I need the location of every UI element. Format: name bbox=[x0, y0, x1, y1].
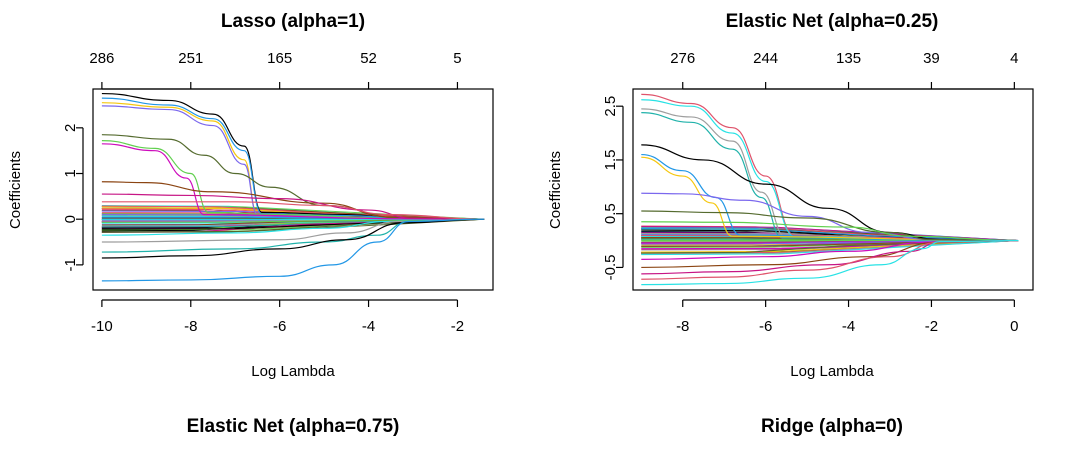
coefficient-path bbox=[641, 93, 1019, 242]
y-tick-label: 1.5 bbox=[602, 150, 619, 171]
x-tick-label: -2 bbox=[925, 318, 938, 335]
x-tick-label: -6 bbox=[273, 318, 286, 335]
panel-title: Lasso (alpha=1) bbox=[221, 11, 365, 32]
axes: -8 -6 -4 -2 0 276 244 135 39 4 -0.5 0.5 1.5 2.5 bbox=[602, 50, 1019, 335]
top-tick-label: 286 bbox=[89, 50, 114, 67]
y-tick-label: -0.5 bbox=[602, 254, 619, 280]
coefficient-path bbox=[101, 97, 485, 220]
coefficient-path bbox=[101, 193, 485, 220]
top-tick-label: 39 bbox=[923, 50, 940, 67]
coefficient-path bbox=[641, 221, 1019, 242]
y-axis-label: Coefficients bbox=[7, 151, 24, 229]
top-tick-label: 4 bbox=[1010, 50, 1018, 67]
y-tick-label: 0 bbox=[62, 215, 79, 223]
x-tick-label: -8 bbox=[676, 318, 689, 335]
top-tick-label: 251 bbox=[178, 50, 203, 67]
x-tick-label: 0 bbox=[1010, 318, 1018, 335]
top-tick-label: 52 bbox=[360, 50, 377, 67]
coefficient-path bbox=[101, 92, 485, 220]
y-tick-label: 2.5 bbox=[602, 96, 619, 117]
y-tick-label: 0.5 bbox=[602, 203, 619, 224]
panel-title: Elastic Net (alpha=0.25) bbox=[726, 11, 939, 32]
x-tick-label: -4 bbox=[842, 318, 855, 335]
top-tick-label: 5 bbox=[453, 50, 461, 67]
coefficient-path bbox=[641, 239, 1019, 286]
y-tick-label: 1 bbox=[62, 169, 79, 177]
x-axis-label: Log Lambda bbox=[790, 363, 874, 380]
x-axis-label: Log Lambda bbox=[251, 363, 335, 380]
coefficient-path bbox=[101, 143, 485, 220]
coefficient-path bbox=[641, 112, 1019, 242]
coefficient-path bbox=[641, 156, 1019, 242]
y-axis-label: Coefficients bbox=[547, 151, 564, 229]
coefficient-path bbox=[101, 218, 485, 259]
coefficient-path bbox=[641, 210, 1019, 242]
x-tick-label: -8 bbox=[184, 318, 197, 335]
plot-frame bbox=[92, 88, 494, 291]
coefficient-path bbox=[101, 218, 485, 282]
panel-title-elastic-net-075: Elastic Net (alpha=0.75) bbox=[187, 416, 400, 437]
top-tick-label: 165 bbox=[267, 50, 292, 67]
panel-lasso: Lasso (alpha=1) Log Lambda Coefficients … bbox=[7, 11, 494, 380]
x-tick-label: -10 bbox=[91, 318, 113, 335]
x-tick-label: -2 bbox=[451, 318, 464, 335]
top-tick-label: 244 bbox=[753, 50, 778, 67]
top-tick-label: 276 bbox=[670, 50, 695, 67]
coefficient-paths bbox=[641, 93, 1019, 286]
coefficient-path-minor bbox=[641, 227, 1019, 242]
coefficient-path bbox=[101, 201, 485, 220]
x-tick-label: -6 bbox=[759, 318, 772, 335]
panel-elastic-net-025: Elastic Net (alpha=0.25) Log Lambda Coef… bbox=[547, 11, 1034, 380]
panel-title-ridge: Ridge (alpha=0) bbox=[761, 416, 903, 437]
coefficient-path-minor bbox=[641, 240, 1019, 256]
y-tick-label: 2 bbox=[62, 124, 79, 132]
coefficient-paths bbox=[101, 92, 485, 282]
coefficient-path bbox=[101, 134, 485, 220]
coefficient-path-minor bbox=[641, 226, 1019, 242]
top-tick-label: 135 bbox=[836, 50, 861, 67]
y-tick-label: -1 bbox=[62, 258, 79, 271]
plot-frame bbox=[632, 88, 1034, 291]
x-tick-label: -4 bbox=[362, 318, 375, 335]
